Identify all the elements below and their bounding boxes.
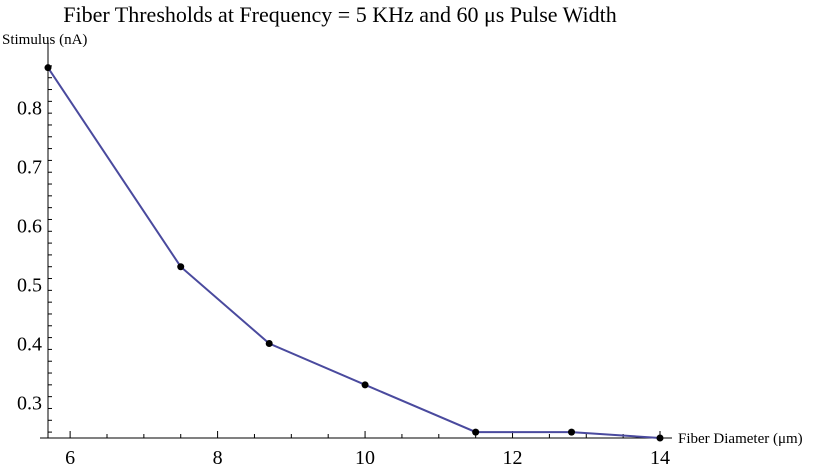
y-ticks: 0.3 0.4 0.5 0.6 0.7 0.8 [17,65,52,433]
data-point [361,381,369,389]
y-tick-label: 0.6 [17,215,42,237]
data-point [177,263,185,271]
data-point [472,428,480,436]
x-ticks: 6 8 10 12 14 [65,431,670,468]
data-point [656,434,664,442]
y-tick-label: 0.7 [17,156,42,178]
series-line [47,67,661,439]
y-axis-label: Stimulus (nA) [2,32,87,48]
data-point [568,428,576,436]
x-axis-label: Fiber Diameter (μm) [678,431,803,447]
x-tick-label: 8 [213,447,223,468]
series-layer [44,64,664,442]
y-tick-label: 0.8 [17,97,42,119]
data-point [44,64,52,72]
y-tick-label: 0.4 [17,334,42,356]
x-tick-label: 6 [65,447,75,468]
chart-title: Fiber Thresholds at Frequency = 5 KHz an… [63,2,617,27]
y-tick-label: 0.3 [17,393,42,415]
data-point [265,340,273,347]
x-tick-label: 12 [503,447,523,468]
y-tick-label: 0.5 [17,274,42,296]
x-tick-label: 10 [355,447,375,468]
x-tick-label: 14 [650,447,670,468]
